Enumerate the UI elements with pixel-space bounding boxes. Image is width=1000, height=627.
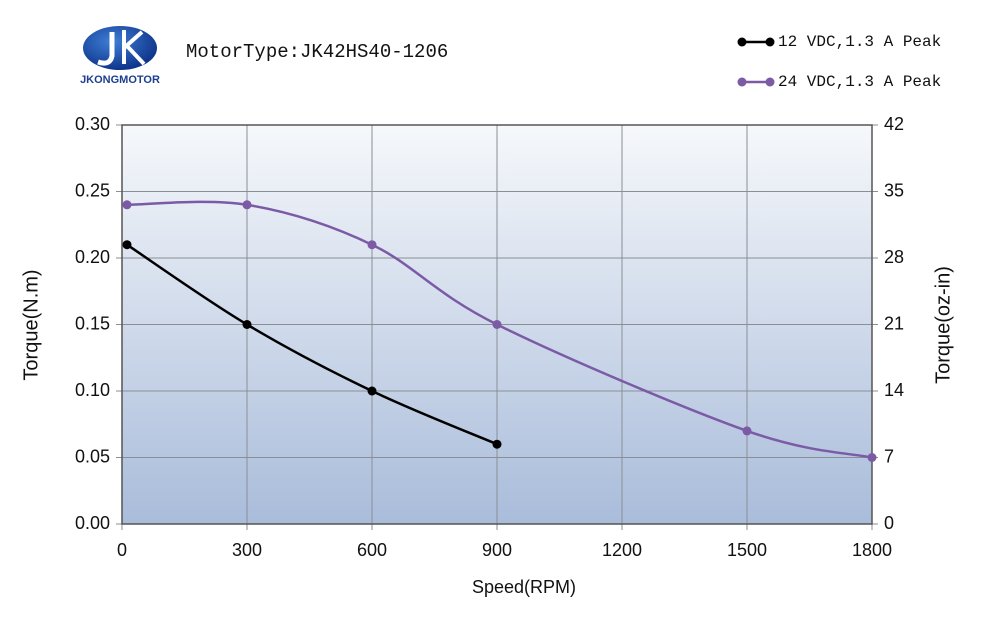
- x-tick-label: 600: [357, 540, 387, 560]
- x-tick-label: 0: [117, 540, 127, 560]
- data-point: [867, 453, 877, 462]
- series-line: [126, 243, 498, 446]
- y2-axis-title: Torque(oz-in): [932, 266, 954, 384]
- legend-marker: [765, 77, 775, 87]
- data-point: [492, 439, 502, 449]
- y-axis-title: Torque(N.m): [20, 269, 42, 380]
- logo: [83, 26, 157, 70]
- legend-marker: [737, 77, 747, 87]
- x-tick-label: 300: [232, 540, 262, 560]
- y-tick-label: 0.05: [75, 446, 110, 466]
- data-point: [492, 320, 502, 329]
- chart-title: MotorType:JK42HS40-1206: [186, 41, 448, 63]
- data-point: [242, 320, 252, 329]
- y-tick-label: 0.20: [75, 247, 110, 267]
- y2-tick-label: 0: [884, 513, 894, 533]
- y2-tick-label: 7: [884, 446, 894, 466]
- y2-tick-label: 35: [884, 180, 904, 200]
- y-tick-label: 0.30: [75, 114, 110, 134]
- y-tick-label: 0.00: [75, 513, 110, 533]
- plot-frame: [121, 124, 873, 525]
- data-point: [122, 200, 132, 210]
- legend-marker: [737, 37, 747, 47]
- legend-marker: [765, 37, 775, 47]
- x-axis-title: Speed(RPM): [472, 577, 576, 597]
- data-point: [742, 426, 752, 436]
- data-point: [367, 240, 377, 250]
- y2-tick-label: 21: [884, 313, 904, 333]
- y-tick-label: 0.10: [75, 380, 110, 400]
- y2-tick-label: 42: [884, 114, 904, 134]
- x-tick-label: 1200: [602, 540, 642, 560]
- data-point: [367, 386, 377, 396]
- legend-label: 12 VDC,1.3 A Peak: [778, 33, 941, 51]
- x-tick-label: 1500: [727, 540, 767, 560]
- data-point: [242, 200, 252, 210]
- data-point: [122, 240, 132, 250]
- y2-tick-label: 28: [884, 247, 904, 267]
- y-tick-label: 0.15: [75, 313, 110, 333]
- legend-label: 24 VDC,1.3 A Peak: [778, 73, 941, 91]
- brand: JKONGMOTOR: [80, 74, 160, 86]
- x-tick-label: 900: [482, 540, 512, 560]
- x-tick-label: 1800: [852, 540, 892, 560]
- y2-tick-label: 14: [884, 380, 904, 400]
- y-tick-label: 0.25: [75, 180, 110, 200]
